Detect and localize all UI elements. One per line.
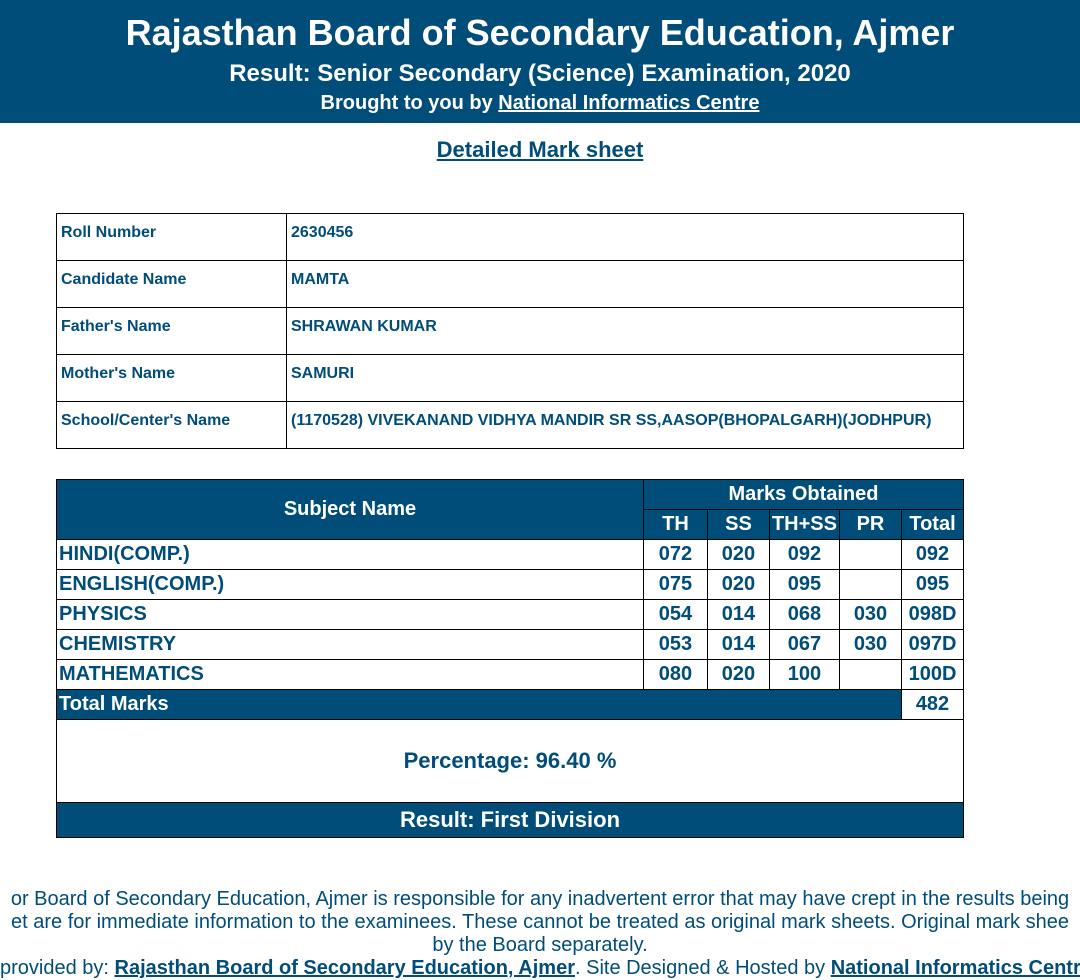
- info-value: SAMURI: [287, 355, 964, 402]
- total-cell: 095: [902, 570, 964, 600]
- marks-row: CHEMISTRY 053 014 067 030 097D: [57, 630, 964, 660]
- subject-cell: PHYSICS: [57, 600, 644, 630]
- col-thss-header: TH+SS: [769, 510, 839, 540]
- total-cell: 097D: [902, 630, 964, 660]
- info-value: MAMTA: [287, 261, 964, 308]
- percentage-row: Percentage: 96.40 %: [57, 720, 964, 803]
- ss-cell: 020: [707, 540, 769, 570]
- header-band: Rajasthan Board of Secondary Education, …: [0, 0, 1080, 123]
- total-marks-value: 482: [902, 690, 964, 720]
- disclaimer-line-1: or Board of Secondary Education, Ajmer i…: [0, 888, 1080, 911]
- marks-row: ENGLISH(COMP.) 075 020 095 095: [57, 570, 964, 600]
- thss-cell: 095: [769, 570, 839, 600]
- info-label: Father's Name: [57, 308, 287, 355]
- th-cell: 054: [643, 600, 707, 630]
- brought-by-prefix: Brought to you by: [321, 92, 499, 114]
- col-ss-header: SS: [707, 510, 769, 540]
- th-cell: 075: [643, 570, 707, 600]
- info-value: 2630456: [287, 214, 964, 261]
- col-total-header: Total: [902, 510, 964, 540]
- info-label: School/Center's Name: [57, 402, 287, 449]
- info-value: (1170528) VIVEKANAND VIDHYA MANDIR SR SS…: [287, 402, 964, 449]
- marks-row: MATHEMATICS 080 020 100 100D: [57, 660, 964, 690]
- pr-cell: 030: [840, 600, 902, 630]
- info-row: Mother's Name SAMURI: [57, 355, 964, 402]
- pr-cell: [840, 570, 902, 600]
- info-label: Mother's Name: [57, 355, 287, 402]
- result-row: Result: First Division: [57, 803, 964, 838]
- rbse-link[interactable]: Rajasthan Board of Secondary Education, …: [115, 957, 575, 979]
- info-label: Roll Number: [57, 214, 287, 261]
- total-cell: 098D: [902, 600, 964, 630]
- total-cell: 092: [902, 540, 964, 570]
- total-cell: 100D: [902, 660, 964, 690]
- result-cell: Result: First Division: [57, 803, 964, 838]
- info-row: Roll Number 2630456: [57, 214, 964, 261]
- candidate-info-table: Roll Number 2630456 Candidate Name MAMTA…: [56, 213, 964, 449]
- col-th-header: TH: [643, 510, 707, 540]
- total-marks-label: Total Marks: [57, 690, 902, 720]
- marks-table: Subject Name Marks Obtained TH SS TH+SS …: [56, 479, 964, 838]
- col-pr-header: PR: [840, 510, 902, 540]
- marks-header-row-1: Subject Name Marks Obtained: [57, 480, 964, 510]
- thss-cell: 100: [769, 660, 839, 690]
- disclaimer-line-3: by the Board separately.: [0, 934, 1080, 957]
- page-subtitle: Result: Senior Secondary (Science) Exami…: [0, 60, 1080, 88]
- th-cell: 072: [643, 540, 707, 570]
- info-row: Candidate Name MAMTA: [57, 261, 964, 308]
- pr-cell: [840, 660, 902, 690]
- subject-cell: HINDI(COMP.): [57, 540, 644, 570]
- page-title: Rajasthan Board of Secondary Education, …: [0, 12, 1080, 54]
- marks-row: HINDI(COMP.) 072 020 092 092: [57, 540, 964, 570]
- total-marks-row: Total Marks 482: [57, 690, 964, 720]
- pr-cell: 030: [840, 630, 902, 660]
- thss-cell: 068: [769, 600, 839, 630]
- ss-cell: 014: [707, 600, 769, 630]
- footer-mid: . Site Designed & Hosted by: [575, 957, 831, 979]
- nic-link-bottom[interactable]: National Informatics Centre: [831, 957, 1080, 979]
- subject-header: Subject Name: [57, 480, 644, 540]
- info-value: SHRAWAN KUMAR: [287, 308, 964, 355]
- ss-cell: 020: [707, 660, 769, 690]
- brought-by-line: Brought to you by National Informatics C…: [0, 92, 1080, 115]
- footer-line: provided by: Rajasthan Board of Secondar…: [0, 957, 1080, 980]
- subject-cell: ENGLISH(COMP.): [57, 570, 644, 600]
- detailed-marksheet-heading: Detailed Mark sheet: [0, 137, 1080, 163]
- nic-link-top[interactable]: National Informatics Centre: [498, 92, 759, 114]
- subject-cell: CHEMISTRY: [57, 630, 644, 660]
- percentage-cell: Percentage: 96.40 %: [57, 720, 964, 803]
- marks-obtained-header: Marks Obtained: [643, 480, 963, 510]
- marks-row: PHYSICS 054 014 068 030 098D: [57, 600, 964, 630]
- thss-cell: 067: [769, 630, 839, 660]
- subject-cell: MATHEMATICS: [57, 660, 644, 690]
- ss-cell: 020: [707, 570, 769, 600]
- pr-cell: [840, 540, 902, 570]
- footer-prefix: provided by:: [0, 957, 115, 979]
- info-label: Candidate Name: [57, 261, 287, 308]
- th-cell: 053: [643, 630, 707, 660]
- info-row: School/Center's Name (1170528) VIVEKANAN…: [57, 402, 964, 449]
- ss-cell: 014: [707, 630, 769, 660]
- thss-cell: 092: [769, 540, 839, 570]
- info-row: Father's Name SHRAWAN KUMAR: [57, 308, 964, 355]
- disclaimer-line-2: et are for immediate information to the …: [0, 911, 1080, 934]
- disclaimer-text: or Board of Secondary Education, Ajmer i…: [0, 888, 1080, 957]
- th-cell: 080: [643, 660, 707, 690]
